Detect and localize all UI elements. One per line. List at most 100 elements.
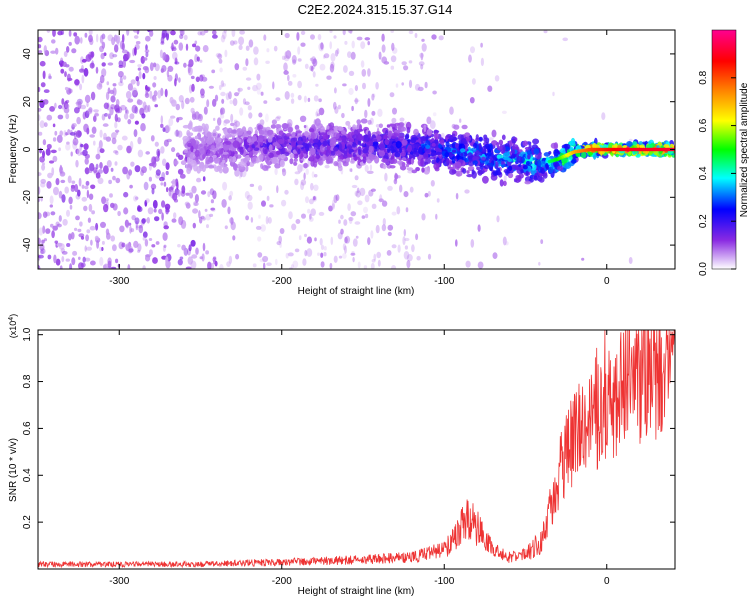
noise-speckle <box>290 98 295 104</box>
noise-speckle <box>138 71 142 79</box>
ridge-cell <box>378 123 383 129</box>
noise-speckle <box>86 108 93 115</box>
noise-speckle <box>344 236 348 244</box>
ridge-cell <box>218 168 223 174</box>
noise-speckle <box>174 129 180 137</box>
noise-speckle <box>50 211 56 216</box>
ridge-cell <box>257 134 264 143</box>
noise-speckle <box>194 40 198 45</box>
noise-speckle <box>353 99 360 103</box>
noise-speckle <box>66 209 70 217</box>
noise-speckle <box>284 32 290 39</box>
noise-speckle <box>171 147 176 153</box>
noise-speckle <box>421 43 427 52</box>
noise-speckle <box>147 87 150 92</box>
noise-speckle <box>399 184 403 193</box>
noise-speckle <box>210 199 214 204</box>
ridge-cell <box>522 165 528 170</box>
noise-speckle <box>323 53 330 59</box>
ridge-cell <box>424 161 429 165</box>
noise-speckle <box>75 215 80 221</box>
noise-speckle <box>283 70 289 75</box>
noise-speckle <box>292 260 299 269</box>
ridge-cell <box>454 161 462 167</box>
noise-speckle <box>77 130 82 137</box>
noise-speckle <box>135 41 141 45</box>
noise-speckle <box>364 37 371 41</box>
noise-speckle <box>261 200 266 207</box>
noise-speckle <box>73 32 78 37</box>
noise-speckle <box>320 261 325 268</box>
ridge-cell <box>401 126 407 132</box>
noise-speckle <box>82 149 88 156</box>
ridge-cell <box>329 137 337 145</box>
ridge-cell <box>510 149 516 154</box>
noise-speckle <box>283 62 288 72</box>
noise-speckle <box>430 180 435 187</box>
noise-speckle <box>355 190 361 198</box>
noise-speckle <box>117 210 121 217</box>
noise-speckle <box>538 261 541 266</box>
noise-speckle <box>220 34 226 43</box>
ridge-cell <box>325 149 330 158</box>
noise-speckle <box>48 75 52 80</box>
noise-speckle <box>194 194 199 203</box>
ridge-cell <box>274 124 282 129</box>
ridge-cell <box>356 128 364 132</box>
ridge-cell <box>253 147 260 151</box>
noise-speckle <box>80 236 85 240</box>
noise-speckle <box>257 236 262 242</box>
noise-speckle <box>134 165 141 173</box>
noise-speckle <box>159 176 165 182</box>
ridge-cell <box>420 136 426 144</box>
colorbar-tick-label: 0.6 <box>698 118 709 132</box>
ridge-cell <box>533 148 540 155</box>
noise-speckle <box>426 116 432 125</box>
noise-speckle <box>115 150 119 156</box>
noise-speckle <box>156 148 161 157</box>
noise-speckle <box>134 106 139 114</box>
ridge-cell <box>542 172 548 179</box>
noise-speckle <box>154 216 160 222</box>
noise-speckle <box>66 141 70 145</box>
noise-speckle <box>290 92 295 98</box>
noise-speckle <box>273 45 278 52</box>
ridge-cell <box>310 132 316 140</box>
noise-speckle <box>317 252 320 256</box>
ridge-cell <box>564 162 572 170</box>
noise-speckle <box>40 248 46 255</box>
noise-speckle <box>247 86 251 91</box>
x-tick-label: 0 <box>604 276 610 287</box>
noise-speckle <box>361 69 367 77</box>
noise-speckle <box>219 264 224 269</box>
ridge-cell <box>462 168 467 174</box>
ridge-cell <box>194 149 200 157</box>
ridge-cell <box>447 166 454 170</box>
ridge-cell <box>265 126 271 131</box>
noise-speckle <box>81 184 85 189</box>
noise-speckle <box>174 61 180 65</box>
noise-speckle <box>38 264 41 269</box>
ridge-cell <box>490 174 498 181</box>
noise-speckle <box>125 90 132 99</box>
noise-speckle <box>145 44 148 51</box>
noise-speckle <box>391 211 397 216</box>
noise-speckle <box>231 30 236 37</box>
noise-speckle <box>126 51 130 60</box>
noise-speckle <box>66 46 70 53</box>
noise-speckle <box>438 35 444 41</box>
noise-speckle <box>209 188 215 196</box>
ridge-cell <box>368 146 374 152</box>
noise-speckle <box>420 52 424 61</box>
ridge-cell <box>222 151 229 155</box>
noise-speckle <box>84 157 89 165</box>
ridge-cell <box>451 149 457 153</box>
noise-speckle <box>179 256 184 260</box>
noise-speckle <box>74 184 79 193</box>
noise-speckle <box>477 224 481 232</box>
noise-speckle <box>181 185 186 194</box>
noise-speckle <box>64 186 69 194</box>
ridge-cell <box>232 140 240 148</box>
noise-speckle <box>60 30 65 36</box>
noise-speckle <box>233 40 238 45</box>
